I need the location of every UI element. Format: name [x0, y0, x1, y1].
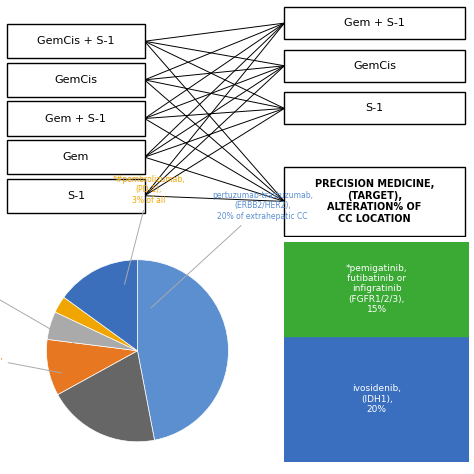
FancyBboxPatch shape: [284, 7, 465, 39]
Text: Gem + S-1: Gem + S-1: [46, 113, 106, 124]
Wedge shape: [46, 339, 137, 394]
Text: S-1: S-1: [67, 191, 85, 201]
FancyBboxPatch shape: [7, 140, 145, 174]
Wedge shape: [137, 260, 228, 440]
Wedge shape: [55, 297, 137, 351]
Text: Gem + S-1: Gem + S-1: [344, 18, 405, 28]
Text: ivosidenib,
(IDH1),
20%: ivosidenib, (IDH1), 20%: [352, 384, 401, 414]
Text: *#pembrolizumab,
(PD-1),
3% of all: *#pembrolizumab, (PD-1), 3% of all: [112, 175, 185, 284]
Text: *pemigatinib,
futibatinib or
infigratinib
(FGFR1/2/3),
15%: *pemigatinib, futibatinib or infigratini…: [346, 264, 408, 314]
FancyBboxPatch shape: [7, 101, 145, 136]
Text: pertuzumab-trastuzumab,
(ERBB2/HER2),
20% of extrahepatic CC: pertuzumab-trastuzumab, (ERBB2/HER2), 20…: [151, 191, 313, 308]
Text: GemCis: GemCis: [55, 75, 97, 85]
Text: PRECISION MEDICINE,
(TARGET),
ALTERATION% OF
CC LOCATION: PRECISION MEDICINE, (TARGET), ALTERATION…: [315, 179, 434, 224]
Wedge shape: [47, 312, 137, 351]
Text: S-1: S-1: [365, 103, 383, 113]
FancyBboxPatch shape: [7, 63, 145, 97]
FancyBboxPatch shape: [284, 50, 465, 82]
Text: FOLFOX,
(no alteration),
10% of all: FOLFOX, (no alteration), 10% of all: [0, 341, 62, 373]
Wedge shape: [64, 260, 137, 351]
FancyBboxPatch shape: [7, 24, 145, 58]
FancyBboxPatch shape: [284, 167, 465, 236]
Text: trametinib-debrafenib,
(BRAF V600E),
5% of all: trametinib-debrafenib, (BRAF V600E), 5% …: [0, 259, 73, 343]
FancyBboxPatch shape: [7, 179, 145, 213]
Bar: [284, 336, 469, 462]
Text: Gem: Gem: [63, 152, 89, 162]
Wedge shape: [58, 351, 155, 442]
Text: GemCis: GemCis: [353, 61, 396, 71]
Bar: [284, 242, 469, 336]
Text: GemCis + S-1: GemCis + S-1: [37, 36, 115, 46]
FancyBboxPatch shape: [284, 92, 465, 125]
